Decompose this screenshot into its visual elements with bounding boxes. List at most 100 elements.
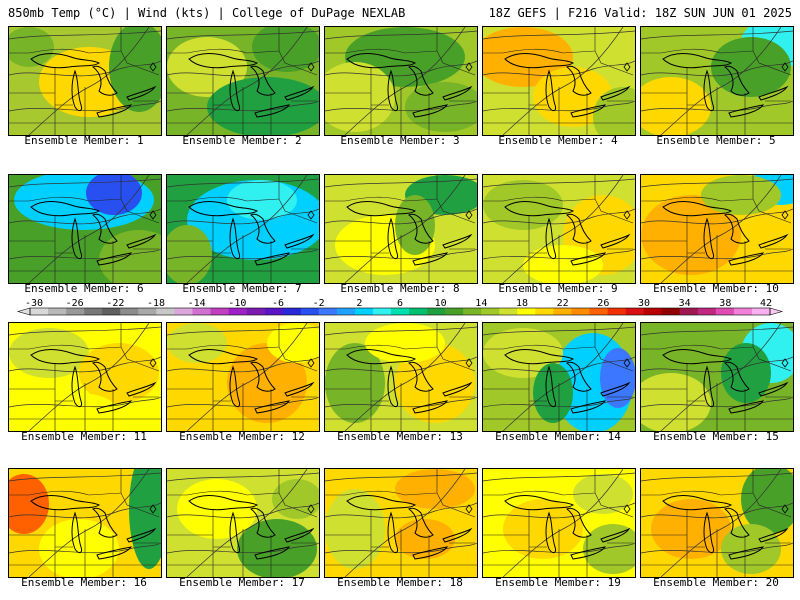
height-contour [186, 27, 308, 135]
temperature-shading-region [641, 195, 741, 275]
height-contour [483, 472, 635, 482]
temperature-shading-region [167, 225, 212, 283]
colorbar-tick-label: 18 [516, 298, 528, 309]
ensemble-member-map [324, 174, 478, 284]
ensemble-member-map [8, 468, 162, 578]
height-contour [641, 178, 793, 188]
ensemble-member-label: Ensemble Member: 2 [182, 134, 302, 147]
temperature-shading-region [483, 328, 563, 378]
temperature-field [483, 323, 635, 431]
height-contour [9, 208, 161, 225]
colorbar-segment [138, 308, 157, 315]
colorbar-segment [282, 308, 302, 315]
temperature-shading-region [177, 479, 257, 539]
temperature-shading-region [109, 27, 161, 112]
height-contour [167, 100, 319, 112]
colorbar-segment [715, 308, 735, 315]
city-marker-icon [465, 210, 473, 220]
temperature-shading-region [129, 469, 161, 569]
temperature-field [641, 323, 793, 431]
temperature-shading-region [721, 343, 771, 403]
height-contour [9, 396, 161, 408]
ensemble-member-map [640, 26, 794, 136]
colorbar-segment [66, 308, 85, 315]
temperature-field [167, 323, 319, 431]
ensemble-member-label: Ensemble Member: 10 [653, 282, 779, 295]
height-contour [325, 208, 477, 225]
ensemble-member-map [482, 322, 636, 432]
temperature-shading-region [503, 499, 583, 559]
height-contour [325, 472, 477, 482]
height-contour [641, 396, 793, 408]
colorbar-segment [30, 308, 49, 315]
height-contour [28, 469, 150, 577]
height-contour [167, 208, 319, 225]
height-contour [167, 248, 319, 260]
ensemble-member-label: Ensemble Member: 18 [337, 576, 463, 589]
height-contour [167, 326, 319, 336]
ensemble-member-map [166, 468, 320, 578]
height-contour [641, 472, 793, 482]
ensemble-member-label: Ensemble Member: 20 [653, 576, 779, 589]
colorbar-outline [29, 307, 771, 316]
height-contour [9, 326, 161, 336]
ensemble-member-label: Ensemble Member: 15 [653, 430, 779, 443]
temperature-shading-region [325, 489, 385, 569]
colorbar-segment [156, 308, 175, 315]
height-contour [28, 175, 150, 283]
colorbar-tick-label: 38 [719, 298, 731, 309]
colorbar-segment [120, 308, 139, 315]
colorbar-segment [409, 308, 428, 315]
great-lakes-outline [662, 201, 789, 266]
height-contour [641, 30, 793, 40]
ensemble-member-label: Ensemble Member: 17 [179, 576, 305, 589]
height-contour [502, 27, 624, 135]
colorbar-segment [174, 308, 193, 315]
temperature-shading-region [365, 323, 445, 363]
great-lakes-outline [346, 53, 473, 118]
colorbar-segment [336, 308, 356, 315]
ensemble-member-map [324, 26, 478, 136]
ensemble-member-map [166, 26, 320, 136]
colorbar-segment [697, 308, 717, 315]
colorbar-segment [390, 308, 410, 315]
ensemble-member-label: Ensemble Member: 16 [21, 576, 147, 589]
height-contour [641, 542, 793, 554]
ensemble-member-map [8, 322, 162, 432]
temperature-shading-region [711, 37, 791, 97]
temperature-shading-region [573, 474, 633, 514]
great-lakes-outline [188, 495, 315, 560]
height-contour [483, 100, 635, 112]
colorbar-segment [661, 308, 681, 315]
height-contour [483, 30, 635, 40]
height-contour [325, 30, 477, 40]
temperature-shading-region [267, 323, 319, 363]
city-marker-icon [307, 504, 315, 514]
height-contour [641, 208, 793, 225]
ensemble-member-map [482, 26, 636, 136]
height-contour [186, 469, 308, 577]
height-contour [325, 248, 477, 260]
chart-title: 850mb Temp (°C) | Wind (kts) | College o… [8, 6, 406, 20]
height-contour [325, 502, 477, 519]
height-contour [325, 326, 477, 336]
height-contour [167, 472, 319, 482]
temperature-field [325, 469, 477, 577]
colorbar-segment [300, 308, 320, 315]
city-marker-icon [465, 358, 473, 368]
temperature-shading-region [167, 323, 227, 363]
colorbar-tick-label: -14 [188, 298, 206, 309]
temperature-shading-region [701, 175, 781, 215]
ensemble-member-map [640, 322, 794, 432]
temperature-field [483, 175, 635, 283]
height-contour [167, 60, 319, 77]
colorbar-tick-label: -26 [66, 298, 84, 309]
height-contour [502, 469, 624, 577]
colorbar-tick-label: -30 [25, 298, 43, 309]
colorbar-tick-label: -6 [272, 298, 284, 309]
temperature-field [641, 469, 793, 577]
ensemble-member-map [166, 174, 320, 284]
height-contour [641, 248, 793, 260]
temperature-shading-region [523, 245, 603, 283]
ensemble-member-map [482, 468, 636, 578]
